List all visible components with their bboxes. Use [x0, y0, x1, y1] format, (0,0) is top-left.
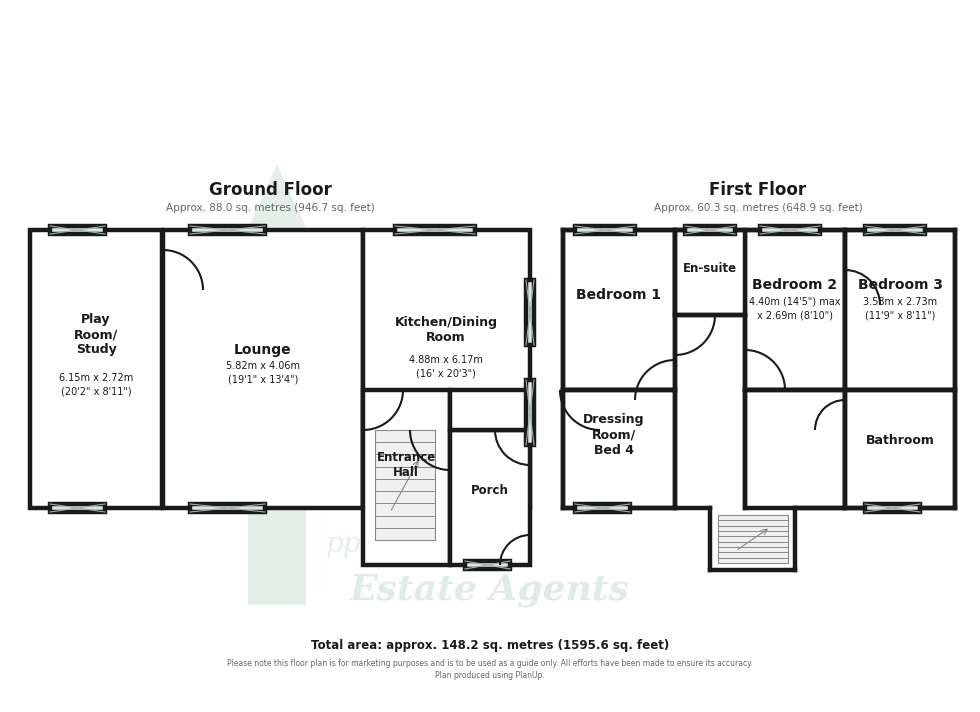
- Bar: [465, 561, 510, 569]
- Bar: [526, 380, 534, 445]
- Bar: [30, 230, 162, 508]
- Bar: [865, 504, 920, 512]
- Text: Porch: Porch: [471, 483, 509, 496]
- Text: (19'1" x 13'4"): (19'1" x 13'4"): [227, 375, 298, 385]
- Text: Bedroom 1: Bedroom 1: [576, 288, 662, 302]
- Bar: [845, 230, 955, 390]
- Text: Kitchen/Dining
Room: Kitchen/Dining Room: [395, 316, 498, 344]
- Bar: [50, 226, 105, 234]
- Bar: [685, 226, 735, 234]
- Text: Bedroom 3: Bedroom 3: [858, 278, 943, 292]
- Text: Approx. 88.0 sq. metres (946.7 sq. feet): Approx. 88.0 sq. metres (946.7 sq. feet): [166, 203, 374, 213]
- Text: (20'2" x 8'11"): (20'2" x 8'11"): [61, 387, 131, 397]
- Bar: [450, 430, 530, 565]
- Text: Estate Agents: Estate Agents: [350, 573, 630, 607]
- Bar: [563, 390, 675, 508]
- Bar: [745, 230, 845, 390]
- Text: 4.88m x 6.17m: 4.88m x 6.17m: [409, 355, 483, 365]
- Bar: [363, 230, 530, 508]
- Bar: [190, 504, 265, 512]
- Text: x 2.69m (8'10"): x 2.69m (8'10"): [757, 311, 833, 321]
- Bar: [845, 390, 955, 508]
- Text: Play
Room/
Study: Play Room/ Study: [74, 313, 119, 357]
- Bar: [220, 290, 335, 505]
- Text: (11'9" x 8'11"): (11'9" x 8'11"): [864, 311, 935, 321]
- Bar: [718, 515, 788, 563]
- Text: Approx. 60.3 sq. metres (648.9 sq. feet): Approx. 60.3 sq. metres (648.9 sq. feet): [654, 203, 862, 213]
- Bar: [575, 504, 630, 512]
- Text: Dressing
Room/
Bed 4: Dressing Room/ Bed 4: [583, 414, 645, 456]
- Text: Bathroom: Bathroom: [865, 434, 935, 446]
- Bar: [526, 280, 534, 345]
- Bar: [190, 226, 265, 234]
- Bar: [745, 390, 845, 508]
- Polygon shape: [220, 165, 335, 290]
- Bar: [760, 226, 820, 234]
- Text: Bedroom 2: Bedroom 2: [753, 278, 838, 292]
- Text: Lounge: Lounge: [234, 343, 292, 357]
- Text: En-suite: En-suite: [683, 261, 737, 275]
- Bar: [163, 230, 363, 508]
- Bar: [563, 230, 675, 390]
- Text: 6.15m x 2.72m: 6.15m x 2.72m: [59, 373, 133, 383]
- Bar: [575, 226, 635, 234]
- Bar: [675, 230, 745, 315]
- Bar: [395, 226, 475, 234]
- Bar: [865, 226, 925, 234]
- Text: Please note this floor plan is for marketing purposes and is to be used as a gui: Please note this floor plan is for marke…: [227, 659, 753, 668]
- Bar: [450, 390, 530, 430]
- Bar: [363, 390, 450, 565]
- Text: Entrance
Hall: Entrance Hall: [376, 451, 436, 479]
- Text: Plan produced using PlanUp.: Plan produced using PlanUp.: [435, 671, 545, 681]
- Text: 5.82m x 4.06m: 5.82m x 4.06m: [226, 361, 300, 371]
- Text: 4.40m (14'5") max: 4.40m (14'5") max: [750, 297, 841, 307]
- Text: Total area: approx. 148.2 sq. metres (1595.6 sq. feet): Total area: approx. 148.2 sq. metres (15…: [311, 639, 669, 651]
- Text: pplebys: pplebys: [325, 531, 434, 558]
- Text: Ground Floor: Ground Floor: [209, 181, 331, 199]
- Bar: [248, 505, 306, 605]
- Text: First Floor: First Floor: [710, 181, 807, 199]
- Bar: [375, 430, 435, 540]
- Text: 3.58m x 2.73m: 3.58m x 2.73m: [863, 297, 937, 307]
- Text: (16' x 20'3"): (16' x 20'3"): [416, 369, 476, 379]
- Bar: [50, 504, 105, 512]
